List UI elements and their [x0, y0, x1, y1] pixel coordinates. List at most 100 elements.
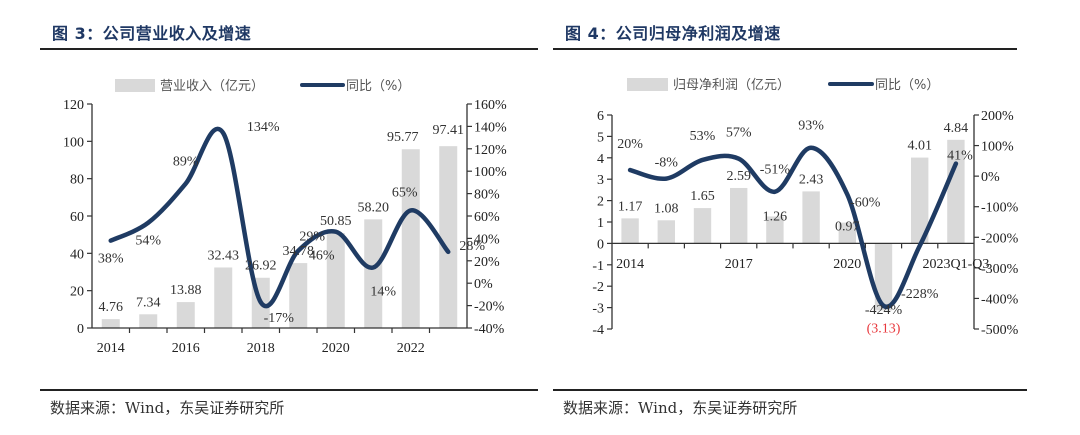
yoy-value-label: -424%: [865, 303, 903, 318]
bar-value-label: 0.97: [835, 220, 860, 235]
legend-bar-label: 归母净利润（亿元）: [673, 78, 790, 93]
left-axis-tick-label: 60: [70, 210, 84, 225]
bar-value-label: 26.92: [245, 259, 277, 274]
left-axis-tick-label: 5: [597, 130, 604, 145]
right-axis-tick-label: 200%: [981, 109, 1014, 124]
legend-bar-swatch: [627, 78, 668, 91]
left-axis-tick-label: 20: [70, 285, 84, 300]
yoy-value-label: -8%: [655, 156, 679, 171]
right-axis-tick-label: 120%: [474, 143, 507, 158]
bar-value-label: 34.78: [283, 244, 315, 259]
bar-value-label: 95.77: [387, 130, 419, 145]
legend-line-label: 同比（%）: [875, 78, 939, 93]
right-axis-tick-label: -40%: [474, 322, 505, 337]
yoy-value-label: -228%: [901, 287, 939, 302]
figure-4-panel: 图 4：公司归母净利润及增速 归母净利润（亿元） 同比（%） -4 -3 -2 -1 0 1 2…: [540, 0, 1080, 435]
bar: [101, 319, 120, 328]
right-axis-tick-label: -400%: [981, 292, 1019, 307]
left-axis-tick-label: 100: [63, 135, 84, 150]
figure-3-chart: 营业收入（亿元） 同比（%） 0 20 40 60 80 100 120 -40% -20% 0% 20…: [63, 79, 507, 356]
left-axis-tick-label: -1: [592, 259, 604, 274]
x-axis-tick-label: 2023Q1-Q3: [922, 257, 989, 272]
bar: [730, 187, 748, 244]
right-axis-tick-label: 60%: [474, 210, 500, 225]
bar-value-label: 4.76: [99, 300, 124, 315]
left-axis-tick-label: 0: [597, 237, 604, 252]
bar: [621, 218, 639, 244]
bar: [911, 157, 929, 244]
bar-value-label: 58.20: [358, 200, 390, 215]
left-axis-tick-label: 6: [597, 109, 604, 124]
left-axis-tick-label: 1: [597, 216, 604, 231]
yoy-value-label: 46%: [309, 249, 335, 264]
right-axis-tick-label: -200%: [981, 231, 1019, 246]
bar: [838, 222, 856, 244]
x-axis-tick-label: 2022: [397, 341, 425, 356]
x-axis-tick-label: 2017: [725, 257, 753, 272]
left-axis-tick-label: 4: [597, 152, 604, 167]
bar: [176, 302, 195, 328]
left-axis-tick-label: 120: [63, 98, 84, 113]
bar: [439, 146, 458, 328]
x-axis-tick-label: 2020: [322, 341, 350, 356]
yoy-value-label: 53%: [690, 129, 716, 144]
bar-value-label: 13.88: [170, 283, 202, 298]
x-axis-tick-label: 2020: [833, 257, 861, 272]
bar-value-label: 97.41: [433, 123, 465, 138]
figure-4-chart: 归母净利润（亿元） 同比（%） -4 -3 -2 -1 0 1 2 3 4 5 6 -500% -400% -…: [592, 78, 1019, 338]
left-axis-tick-label: 2: [597, 195, 604, 210]
bar-value-label: 32.43: [208, 248, 240, 263]
yoy-value-label: 20%: [617, 137, 643, 152]
right-axis-tick-label: 40%: [474, 232, 500, 247]
figure-3-bottom-rule: [40, 389, 538, 391]
yoy-value-label: 65%: [392, 185, 418, 200]
bar: [766, 216, 784, 244]
figure-3-source: 数据来源：Wind，东吴证券研究所: [50, 399, 285, 417]
yoy-value-label: 38%: [98, 252, 124, 267]
bar: [693, 208, 712, 244]
yoy-line: [627, 145, 959, 310]
left-axis-tick-label: -3: [592, 302, 604, 317]
yoy-value-label: 28%: [459, 239, 485, 254]
left-axis-tick-label: 3: [597, 173, 604, 188]
bar: [289, 263, 308, 328]
right-axis-tick-label: 80%: [474, 188, 500, 203]
yoy-value-label: 93%: [798, 119, 824, 134]
bar-value-label: (3.13): [867, 321, 901, 336]
bar: [657, 220, 675, 244]
figure-4-top-rule: [553, 48, 1017, 50]
right-axis-tick-label: 100%: [981, 140, 1014, 155]
figure-3-title: 图 3：公司营业收入及增速: [52, 24, 252, 43]
right-axis-tick-label: -20%: [474, 300, 505, 315]
right-axis-tick-label: 100%: [474, 165, 507, 180]
yoy-line: [108, 127, 451, 309]
yoy-value-label: 134%: [247, 120, 280, 135]
bar-value-label: 4.84: [944, 121, 969, 136]
bar-value-label: 7.34: [136, 295, 161, 310]
figure-4-bottom-rule: [553, 389, 1027, 391]
bar: [214, 267, 233, 328]
legend-bar-label: 营业收入（亿元）: [160, 79, 264, 94]
bar-value-label: 1.08: [654, 201, 679, 216]
x-axis-tick-label: 2014: [97, 341, 125, 356]
left-axis-tick-label: -4: [592, 323, 604, 338]
yoy-value-label: 14%: [370, 285, 396, 300]
bar: [364, 219, 383, 328]
yoy-value-label: 41%: [947, 149, 973, 164]
right-axis-tick-label: -100%: [981, 201, 1019, 216]
yoy-value-label: 29%: [299, 230, 325, 245]
bar-value-label: 4.01: [907, 139, 932, 154]
left-axis-tick-label: -2: [592, 280, 604, 295]
yoy-value-label: -17%: [264, 311, 295, 326]
left-axis-tick-label: 0: [77, 322, 84, 337]
bar: [874, 243, 893, 311]
legend-bar-swatch: [115, 79, 155, 92]
figure-4-title: 图 4：公司归母净利润及增速: [565, 24, 781, 43]
bar: [802, 191, 820, 244]
bar: [401, 149, 420, 328]
yoy-value-label: 54%: [135, 234, 161, 249]
x-axis-tick-label: 2014: [616, 257, 644, 272]
bar: [326, 233, 345, 328]
yoy-value-label: 57%: [726, 126, 752, 141]
bar-value-label: 2.59: [726, 169, 751, 184]
